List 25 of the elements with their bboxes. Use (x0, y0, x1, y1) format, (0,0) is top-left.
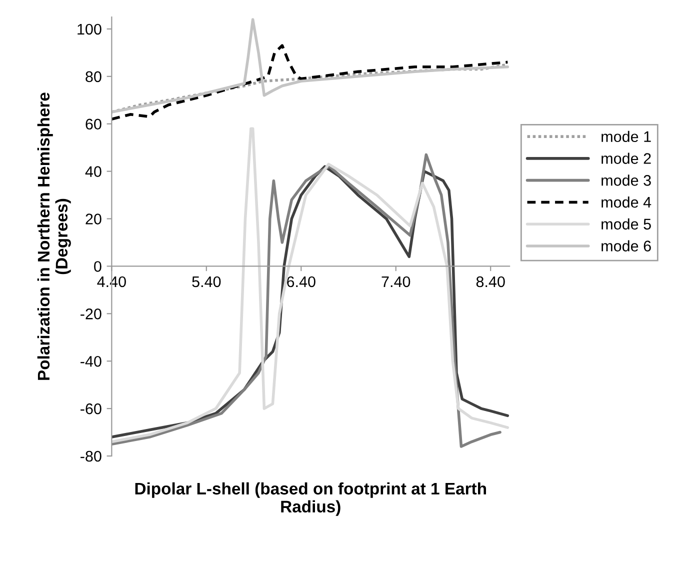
y-tick-label: 80 (86, 71, 102, 82)
y-tick-label: -40 (80, 356, 102, 367)
y-tick-label: 0 (94, 261, 102, 272)
line-series (112, 44, 510, 121)
x-axis-title: Dipolar L-shell (based on footprint at 1 Earth Radius) (135, 482, 486, 516)
legend-label: mode 4 (602, 196, 652, 208)
y-tick-label: 60 (86, 118, 102, 130)
x-tick-label: 6.40 (287, 276, 316, 288)
y-tick-label: 100 (78, 24, 102, 35)
y-tick-label: -80 (80, 450, 102, 462)
x-tick-label: 5.40 (192, 276, 221, 288)
legend-label: mode 1 (602, 130, 651, 142)
y-tick-label: 40 (85, 166, 102, 177)
y-tick-label: -20 (80, 308, 102, 320)
y-tick-label: -60 (80, 403, 102, 414)
x-tick-label: 4.40 (97, 276, 126, 288)
legend-label: mode 6 (602, 240, 651, 252)
x-tick-label: 7.40 (382, 276, 410, 288)
x-tick-label: 8.40 (476, 276, 505, 288)
legend-label: mode 2 (602, 152, 651, 164)
legend-label: mode 5 (602, 218, 651, 230)
legend-label: mode 3 (602, 174, 651, 186)
y-tick-label: 20 (86, 214, 102, 224)
line-series (112, 18, 510, 114)
y-axis-title: Polarization in Northern Hemisphere (Degrees) (37, 92, 71, 380)
